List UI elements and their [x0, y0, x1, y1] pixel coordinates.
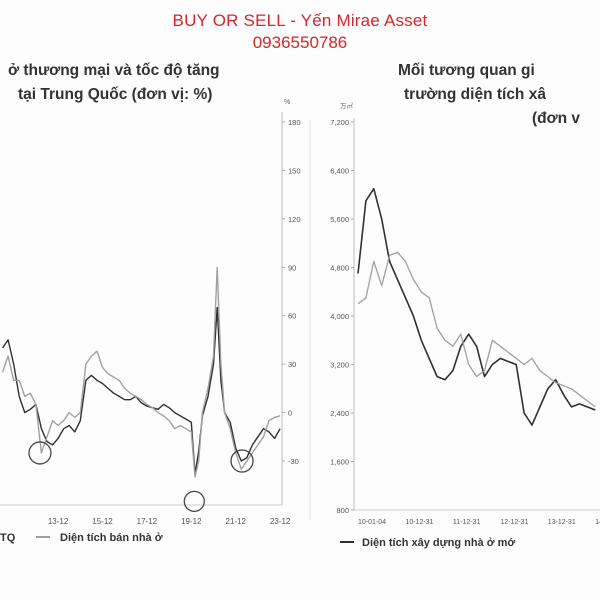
right-y-tick-label: 5,600 — [330, 215, 349, 224]
left-x-tick-label: 23-12 — [270, 517, 291, 526]
right-y-tick-label: 6,400 — [330, 167, 349, 176]
left-chart-title-line-1: ở thương mại và tốc độ tăng — [8, 62, 220, 79]
right-y-tick-label: 3,200 — [330, 361, 349, 370]
left-legend-label-tq: TQ — [0, 532, 16, 544]
left-x-tick-label: 19-12 — [181, 517, 202, 526]
right-series-line-secondary-series — [357, 251, 596, 408]
right-x-tick-label: 10-12-31 — [405, 519, 433, 526]
right-series-line-new-construction-area — [357, 187, 596, 426]
left-y-tick-label: 180 — [288, 118, 301, 127]
right-y-tick-label: 4,800 — [330, 264, 349, 273]
right-chart-title-line-2: trường diện tích xâ — [404, 86, 546, 103]
left-y-tick-label: 0 — [288, 409, 292, 418]
header-line-1: BUY OR SELL - Yến Mirae Asset — [172, 11, 428, 30]
left-y-tick-label: 30 — [288, 360, 296, 369]
right-y-tick-label: 1,600 — [330, 458, 349, 467]
right-y-unit-label: 万㎡ — [340, 101, 354, 110]
right-chart-title-line-3: (đơn v — [532, 110, 581, 127]
left-x-tick-label: 13-12 — [48, 517, 69, 526]
left-series-line-residential-sales-area — [1, 266, 281, 478]
right-x-tick-label: 13-12-31 — [548, 519, 576, 526]
left-y-tick-label: 150 — [288, 166, 301, 175]
left-legend-label-sales-area: Diện tích bán nhà ở — [60, 532, 163, 544]
left-x-tick-label: 21-12 — [226, 517, 247, 526]
right-legend-label: Diện tích xây dựng nhà ở mớ — [362, 537, 515, 549]
left-y-tick-label: -30 — [288, 457, 299, 466]
right-y-tick-label: 2,400 — [330, 409, 349, 418]
left-series-line-tq — [2, 306, 281, 475]
right-chart-title-line-1: Mối tương quan gi — [398, 62, 535, 79]
right-x-tick-label: 10-01-04 — [358, 519, 386, 526]
left-chart-title-line-2: tại Trung Quốc (đơn vị: %) — [18, 86, 213, 103]
left-x-tick-label: 17-12 — [137, 517, 158, 526]
right-y-tick-label: 800 — [336, 506, 349, 515]
right-x-tick-label: 12-12-31 — [500, 519, 528, 526]
left-y-tick-label: 90 — [288, 263, 296, 272]
right-y-tick-label: 7,200 — [330, 118, 349, 127]
left-highlight-circle — [230, 449, 254, 473]
watermark-header: BUY OR SELL - Yến Mirae Asset 0936550786 — [0, 10, 600, 54]
right-x-tick-label: 11-12-31 — [453, 519, 481, 526]
left-x-tick-label: 15-12 — [92, 517, 113, 526]
left-highlight-circle — [28, 441, 52, 465]
right-y-tick-label: 4,000 — [330, 312, 349, 321]
left-y-unit-label: % — [284, 99, 290, 106]
left-highlight-circle — [183, 490, 205, 513]
right-x-tick-label: 14-12 — [595, 519, 600, 526]
left-y-tick-label: 120 — [288, 215, 301, 224]
header-phone: 0936550786 — [252, 33, 348, 52]
left-y-tick-label: 60 — [288, 312, 296, 321]
